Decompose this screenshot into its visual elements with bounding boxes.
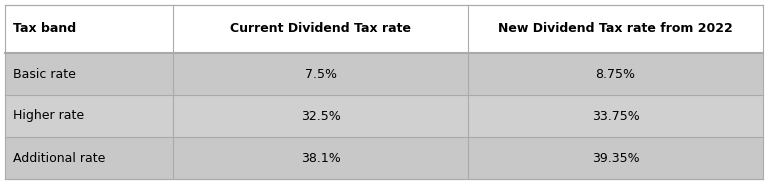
Text: Higher rate: Higher rate <box>13 110 84 122</box>
Text: Basic rate: Basic rate <box>13 68 76 80</box>
Text: 7.5%: 7.5% <box>304 68 336 80</box>
Text: 38.1%: 38.1% <box>300 152 340 164</box>
Bar <box>5 53 763 95</box>
Text: 8.75%: 8.75% <box>595 68 635 80</box>
Text: Current Dividend Tax rate: Current Dividend Tax rate <box>230 23 411 36</box>
Text: Tax band: Tax band <box>13 23 76 36</box>
Text: 32.5%: 32.5% <box>300 110 340 122</box>
Bar <box>5 95 763 137</box>
Text: New Dividend Tax rate from 2022: New Dividend Tax rate from 2022 <box>498 23 733 36</box>
Bar <box>5 5 763 53</box>
Text: 33.75%: 33.75% <box>591 110 640 122</box>
Text: 39.35%: 39.35% <box>591 152 639 164</box>
Text: Additional rate: Additional rate <box>13 152 105 164</box>
Bar <box>5 137 763 179</box>
